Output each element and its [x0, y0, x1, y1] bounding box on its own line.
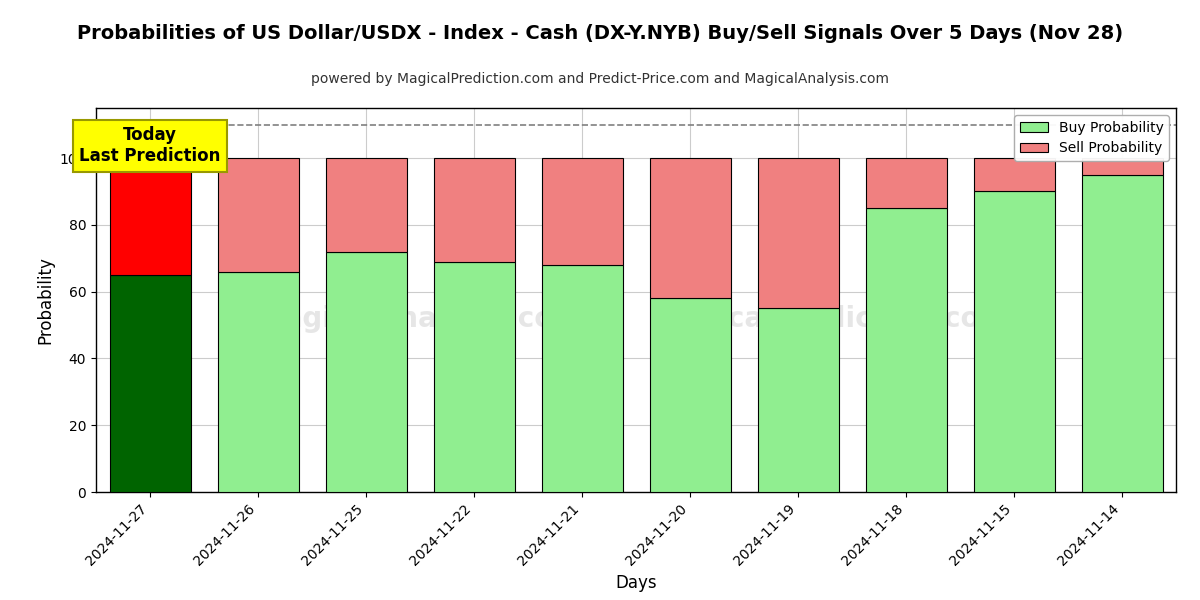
Bar — [217, 272, 299, 492]
Bar — [649, 298, 731, 492]
Bar — [1081, 175, 1163, 492]
Bar — [217, 158, 299, 272]
Bar — [325, 251, 407, 492]
Bar — [109, 275, 191, 492]
Bar — [109, 158, 191, 275]
Text: Probabilities of US Dollar/USDX - Index - Cash (DX-Y.NYB) Buy/Sell Signals Over : Probabilities of US Dollar/USDX - Index … — [77, 24, 1123, 43]
Text: MagicalAnalysis.com: MagicalAnalysis.com — [257, 305, 583, 333]
Bar — [757, 158, 839, 308]
Bar — [541, 265, 623, 492]
Bar — [541, 158, 623, 265]
Text: Today
Last Prediction: Today Last Prediction — [79, 127, 221, 165]
Bar — [973, 158, 1055, 191]
Text: powered by MagicalPrediction.com and Predict-Price.com and MagicalAnalysis.com: powered by MagicalPrediction.com and Pre… — [311, 72, 889, 86]
Bar — [1081, 158, 1163, 175]
Bar — [649, 158, 731, 298]
Bar — [433, 158, 515, 262]
X-axis label: Days: Days — [616, 574, 656, 592]
Bar — [973, 191, 1055, 492]
Text: MagicalPrediction.com: MagicalPrediction.com — [652, 305, 1009, 333]
Bar — [325, 158, 407, 251]
Legend: Buy Probability, Sell Probability: Buy Probability, Sell Probability — [1014, 115, 1169, 161]
Bar — [757, 308, 839, 492]
Bar — [865, 208, 947, 492]
Y-axis label: Probability: Probability — [36, 256, 54, 344]
Bar — [433, 262, 515, 492]
Bar — [865, 158, 947, 208]
